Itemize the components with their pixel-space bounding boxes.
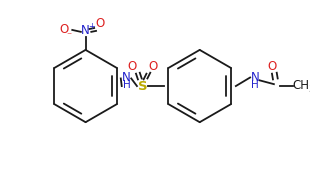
Text: O: O: [267, 60, 277, 73]
Text: CH: CH: [292, 79, 309, 92]
Text: 3: 3: [308, 85, 310, 94]
Text: N: N: [81, 24, 90, 37]
Text: +: +: [88, 22, 95, 31]
Text: H: H: [123, 80, 131, 90]
Text: N: N: [122, 71, 131, 84]
Text: ⁻: ⁻: [66, 32, 71, 42]
Text: S: S: [138, 80, 148, 93]
Text: N: N: [250, 71, 259, 84]
Text: H: H: [251, 80, 259, 90]
Text: O: O: [127, 60, 137, 73]
Text: O: O: [148, 60, 158, 73]
Text: O: O: [59, 23, 68, 36]
Text: O: O: [95, 17, 104, 30]
